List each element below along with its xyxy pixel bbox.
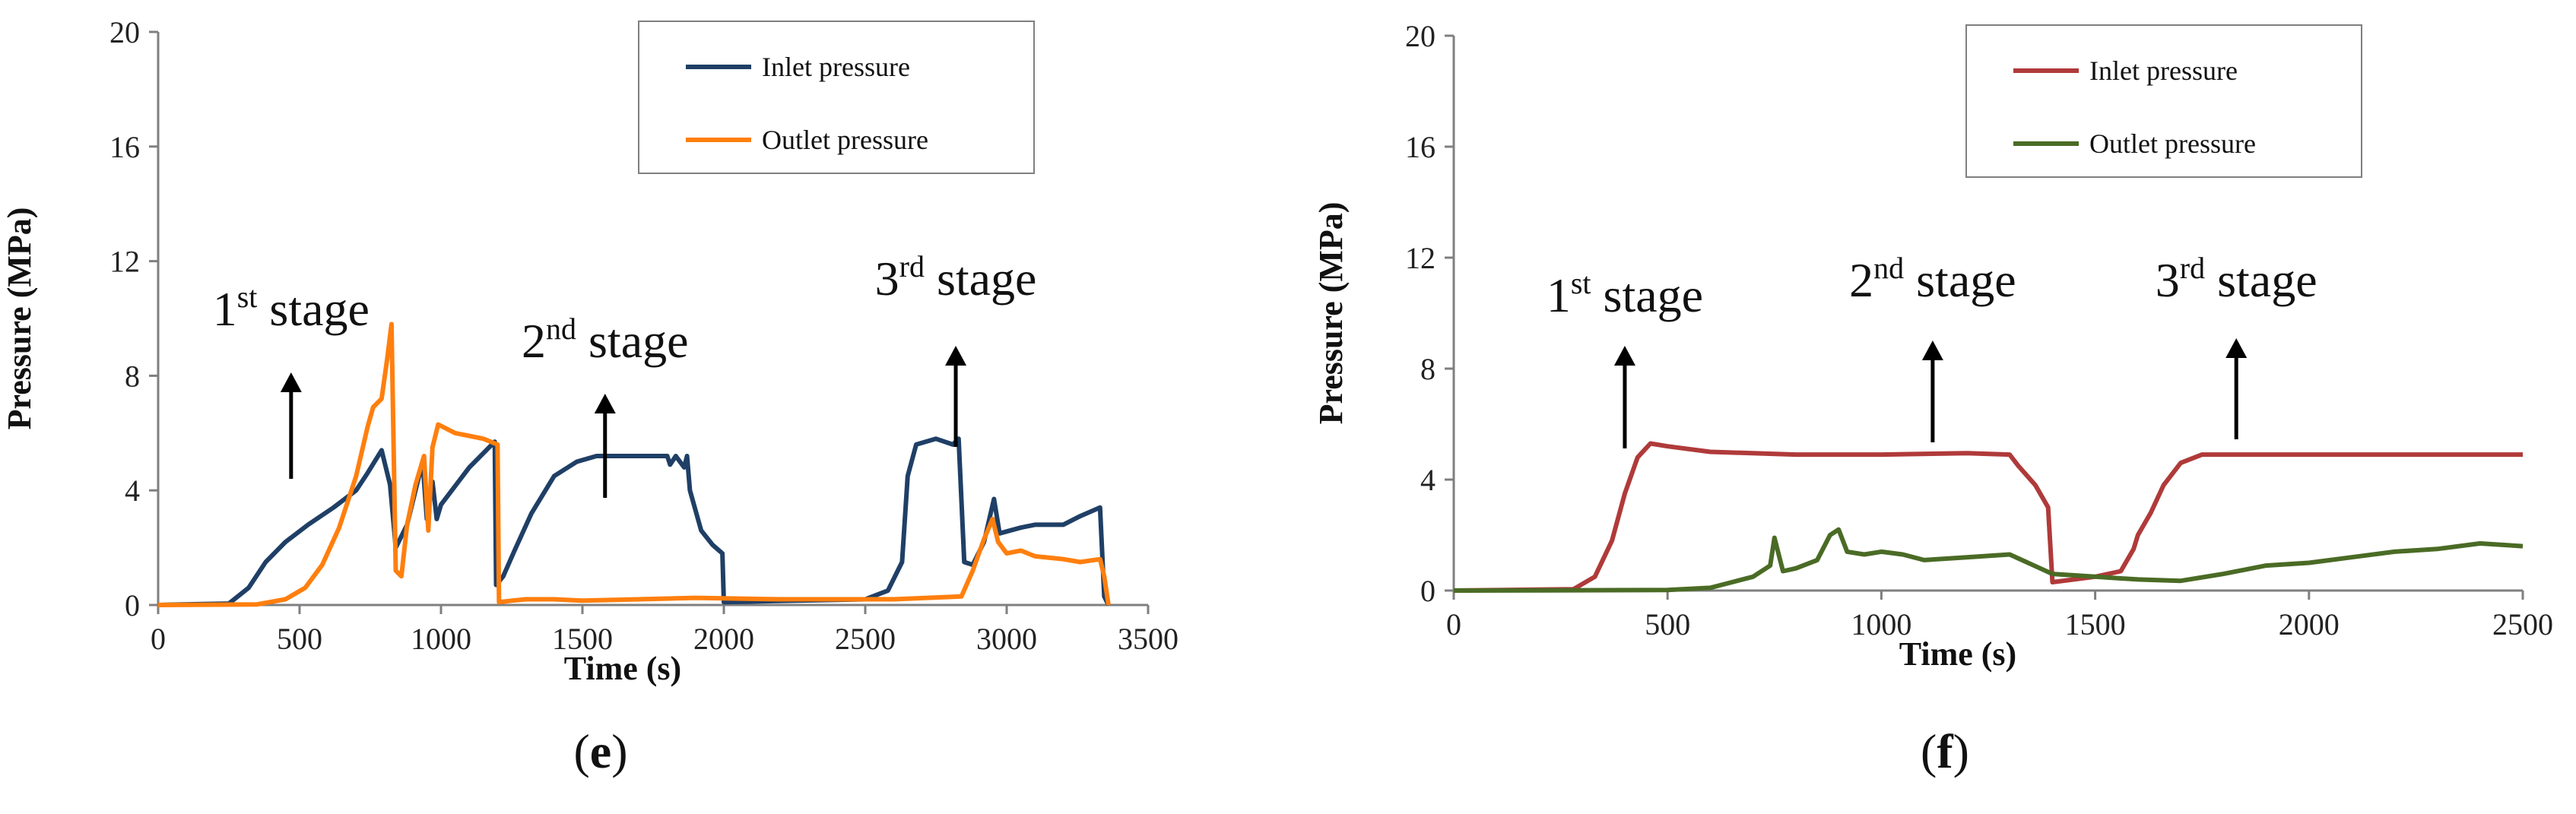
stage-suffix: st bbox=[1571, 266, 1591, 300]
x-tick-label: 2000 bbox=[693, 622, 754, 656]
stage-ordinal: 2 bbox=[522, 314, 546, 368]
stage-ordinal: 2 bbox=[1849, 253, 1873, 307]
stage-word: stage bbox=[1904, 253, 2016, 307]
x-tick-label: 1500 bbox=[2065, 607, 2126, 641]
stage-ordinal: 3 bbox=[2156, 253, 2180, 307]
y-tick-label: 12 bbox=[1405, 241, 1436, 275]
stage-arrow-head bbox=[1921, 340, 1943, 360]
x-tick-label: 2500 bbox=[835, 622, 896, 656]
stage-arrow-head bbox=[945, 346, 967, 366]
stage-suffix: rd bbox=[899, 249, 925, 283]
y-tick-label: 0 bbox=[125, 588, 140, 622]
stage-word: stage bbox=[1591, 268, 1704, 322]
x-axis-title: Time (s) bbox=[1899, 635, 2016, 673]
stage-ordinal: 3 bbox=[875, 252, 899, 306]
series-line-outlet-pressure bbox=[157, 321, 1111, 607]
x-tick-label: 0 bbox=[151, 622, 166, 656]
y-tick-label: 8 bbox=[125, 359, 140, 393]
legend-label: Outlet pressure bbox=[762, 125, 928, 155]
legend: Inlet pressure Outlet pressure bbox=[1965, 24, 2362, 178]
legend: Inlet pressure Outlet pressure bbox=[638, 21, 1035, 174]
stage-word: stage bbox=[576, 314, 689, 368]
stage-label-1: 1st stage bbox=[1547, 266, 1703, 322]
y-axis-title: Pressure (MPa) bbox=[1312, 202, 1350, 425]
panel-label-letter: f bbox=[1937, 724, 1953, 778]
y-tick-label: 4 bbox=[125, 474, 140, 508]
legend-label: Outlet pressure bbox=[2089, 128, 2256, 159]
stage-label-3: 3rd stage bbox=[2156, 251, 2317, 307]
panel-label-letter: e bbox=[590, 724, 611, 778]
x-tick-label: 1000 bbox=[411, 622, 471, 656]
x-tick-label: 2000 bbox=[2279, 607, 2340, 641]
x-tick-label: 2500 bbox=[2492, 607, 2553, 641]
y-tick-label: 16 bbox=[1405, 130, 1436, 164]
x-tick-label: 1000 bbox=[1851, 607, 1911, 641]
stage-suffix: nd bbox=[1873, 251, 1904, 285]
series-line-inlet-pressure bbox=[1453, 441, 2523, 593]
stage-arrow-head bbox=[1613, 346, 1635, 366]
y-tick-label: 4 bbox=[1420, 463, 1436, 497]
panel-label: (f) bbox=[1921, 724, 1969, 778]
panel-label-open: ( bbox=[573, 724, 589, 778]
legend-box bbox=[638, 21, 1035, 174]
x-tick-label: 500 bbox=[1645, 607, 1690, 641]
stage-arrow-head bbox=[594, 394, 616, 413]
x-tick-label: 500 bbox=[277, 622, 322, 656]
legend-box bbox=[1965, 24, 2362, 178]
panel-label-close: ) bbox=[611, 724, 627, 778]
y-tick-label: 20 bbox=[1405, 19, 1436, 53]
y-axis-title: Pressure (MPa) bbox=[1, 207, 38, 430]
stage-arrow-head bbox=[2225, 338, 2248, 358]
stage-suffix: nd bbox=[546, 312, 576, 346]
legend-label: Inlet pressure bbox=[762, 52, 910, 82]
stage-word: stage bbox=[925, 252, 1037, 306]
y-tick-label: 20 bbox=[109, 15, 140, 49]
stage-label-2: 2nd stage bbox=[1849, 251, 2016, 307]
y-tick-label: 12 bbox=[109, 245, 140, 279]
legend-label: Inlet pressure bbox=[2089, 55, 2238, 86]
stage-suffix: st bbox=[237, 280, 258, 314]
stage-word: stage bbox=[257, 282, 370, 336]
panel-label-open: ( bbox=[1921, 724, 1937, 778]
x-tick-label: 3500 bbox=[1118, 622, 1179, 656]
stage-suffix: rd bbox=[2180, 251, 2205, 285]
x-tick-label: 0 bbox=[1446, 607, 1461, 641]
y-tick-label: 0 bbox=[1420, 574, 1436, 608]
panel-label-close: ) bbox=[1953, 724, 1969, 778]
panel-label: (e) bbox=[573, 724, 627, 778]
series-line-outlet-pressure bbox=[1453, 527, 2524, 593]
stage-label-1: 1st stage bbox=[213, 280, 370, 336]
stage-label-2: 2nd stage bbox=[522, 312, 689, 368]
y-tick-label: 8 bbox=[1420, 352, 1436, 386]
x-tick-label: 1500 bbox=[552, 622, 613, 656]
stage-label-3: 3rd stage bbox=[875, 249, 1037, 306]
series-line-inlet-pressure bbox=[157, 436, 1111, 607]
stage-ordinal: 1 bbox=[213, 282, 237, 336]
y-tick-label: 16 bbox=[109, 130, 140, 164]
stage-arrow-head bbox=[280, 372, 302, 392]
x-axis-title: Time (s) bbox=[564, 650, 681, 687]
stage-ordinal: 1 bbox=[1547, 268, 1571, 322]
stage-word: stage bbox=[2205, 253, 2317, 307]
x-tick-label: 3000 bbox=[976, 622, 1037, 656]
